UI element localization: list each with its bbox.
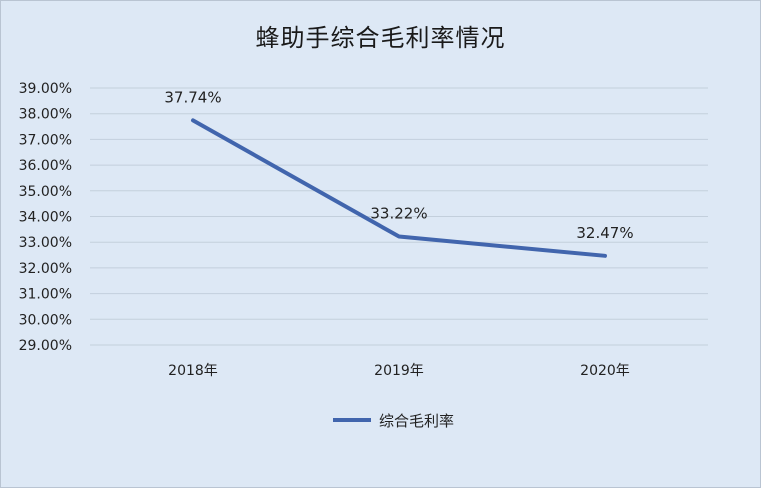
data-label: 32.47% [576, 224, 633, 242]
data-label: 33.22% [370, 205, 427, 223]
y-tick-label: 29.00% [19, 338, 72, 354]
x-tick-label: 2020年 [580, 363, 630, 379]
y-tick-label: 39.00% [19, 81, 72, 97]
legend: 综合毛利率 [333, 410, 454, 430]
y-tick-label: 32.00% [19, 261, 72, 277]
y-tick-label: 37.00% [19, 132, 72, 148]
y-tick-label: 34.00% [19, 210, 72, 226]
series-line [191, 118, 607, 258]
chart-title: 蜂助手综合毛利率情况 [255, 24, 506, 52]
y-tick-label: 35.00% [19, 184, 72, 200]
y-tick-label: 30.00% [19, 312, 72, 328]
data-label: 37.74% [164, 88, 221, 106]
x-tick-label: 2018年 [168, 363, 218, 379]
x-tick-label: 2019年 [374, 363, 424, 379]
y-tick-label: 38.00% [19, 107, 72, 123]
y-tick-label: 36.00% [19, 158, 72, 174]
legend-label: 综合毛利率 [379, 411, 455, 430]
y-tick-label: 33.00% [19, 235, 72, 251]
legend-line-swatch [333, 418, 371, 422]
y-tick-label: 31.00% [19, 287, 72, 303]
